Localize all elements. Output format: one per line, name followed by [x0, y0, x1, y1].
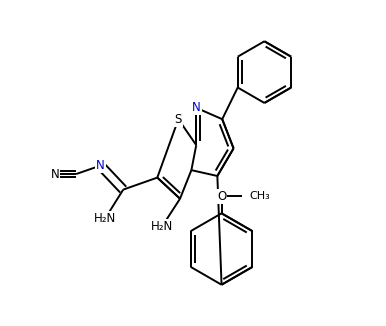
Text: N: N	[192, 101, 201, 114]
Text: H₂N: H₂N	[94, 212, 117, 225]
Text: O: O	[217, 190, 226, 203]
Text: N: N	[96, 159, 105, 172]
Text: N: N	[51, 168, 59, 181]
Text: S: S	[175, 113, 182, 126]
Text: CH₃: CH₃	[250, 191, 271, 201]
Text: H₂N: H₂N	[151, 220, 173, 233]
